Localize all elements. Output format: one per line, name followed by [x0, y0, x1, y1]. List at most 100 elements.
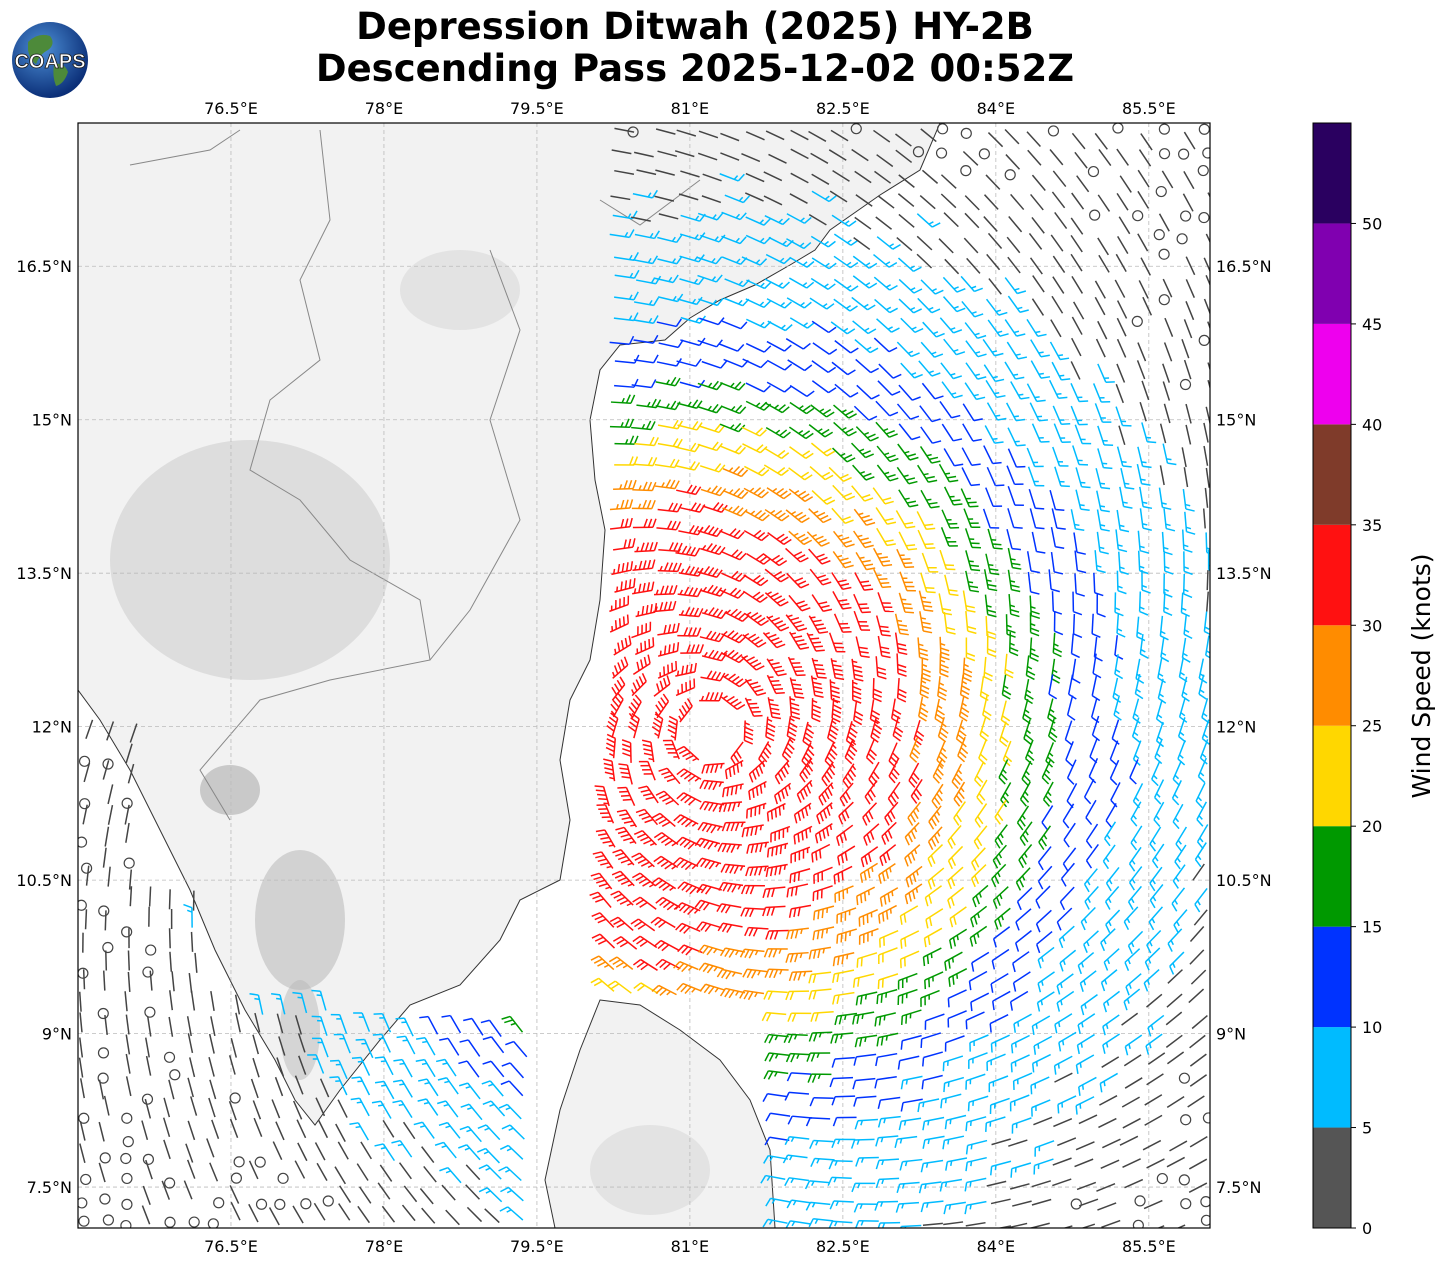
barb-flag — [647, 192, 652, 198]
barb-flag — [627, 480, 633, 490]
barb-flag — [760, 619, 769, 627]
barb-flag — [738, 382, 746, 391]
barb-flag — [1012, 373, 1019, 377]
barb-flag — [735, 550, 743, 559]
barb-shaft — [1111, 719, 1120, 739]
barb-shaft — [1070, 509, 1077, 529]
barb-flag — [714, 763, 719, 773]
barb-flag — [986, 579, 992, 582]
barb-flag — [1149, 882, 1156, 892]
barb-flag — [992, 461, 1002, 465]
barb-flag — [631, 852, 640, 858]
barb-shaft — [1050, 319, 1062, 338]
barb-flag — [819, 812, 824, 822]
wind-barb — [1116, 317, 1127, 337]
wind-barb — [808, 971, 832, 984]
barb-shaft — [1114, 654, 1119, 675]
wind-barb — [127, 950, 131, 971]
barb-flag — [692, 627, 697, 637]
wind-barb — [896, 341, 920, 358]
barb-flag — [799, 242, 805, 247]
barb-shaft — [1116, 613, 1120, 634]
barb-flag — [739, 212, 747, 221]
barb-flag — [716, 969, 723, 978]
barb-flag — [790, 616, 800, 621]
wind-barb — [851, 658, 864, 682]
wind-barb — [833, 255, 859, 269]
wind-barb — [127, 763, 135, 784]
barb-flag — [800, 217, 805, 222]
barb-shaft — [168, 928, 171, 949]
barb-flag — [997, 330, 1003, 334]
barb-flag — [850, 285, 859, 292]
barb-flag — [1200, 757, 1208, 765]
wind-barb — [655, 958, 681, 971]
barb-flag — [1161, 652, 1167, 656]
wind-barb — [632, 255, 659, 265]
wind-barb — [1127, 930, 1144, 955]
barb-flag — [810, 616, 816, 619]
barb-flag — [1166, 458, 1172, 461]
barb-flag — [730, 651, 739, 659]
barb-flag — [1157, 714, 1163, 719]
barb-flag — [692, 757, 698, 762]
barb-flag — [793, 532, 799, 537]
barb-shaft — [940, 174, 957, 189]
barb-flag — [738, 636, 747, 644]
barb-shaft — [970, 905, 988, 920]
barb-shaft — [991, 948, 1010, 962]
barb-flag — [775, 669, 785, 673]
barb-flag — [638, 812, 648, 817]
barb-flag — [1029, 656, 1039, 662]
wind-barb — [788, 594, 811, 612]
wind-barb — [765, 130, 785, 141]
barb-flag — [958, 791, 965, 800]
barb-shaft — [680, 507, 701, 513]
barb-shaft — [943, 448, 955, 467]
barb-flag — [1198, 815, 1203, 820]
barb-flag — [966, 652, 976, 657]
barb-flag — [722, 695, 728, 700]
barb-flag — [1127, 901, 1134, 910]
barb-flag — [789, 874, 792, 884]
barb-flag — [847, 735, 856, 743]
wind-barb — [1098, 254, 1110, 273]
barb-shaft — [1183, 170, 1195, 190]
barb-flag — [1004, 791, 1009, 797]
barb-flag — [812, 949, 817, 959]
barb-shaft — [604, 829, 616, 848]
barb-flag — [763, 300, 771, 308]
barb-shaft — [1132, 740, 1142, 760]
barb-flag — [653, 354, 659, 364]
barb-shaft — [917, 529, 928, 549]
wind-barb — [877, 973, 899, 990]
barb-flag — [740, 761, 743, 767]
barb-flag — [730, 822, 735, 832]
barb-flag — [953, 438, 963, 442]
barb-flag — [1169, 965, 1175, 975]
barb-shaft — [1037, 971, 1055, 985]
barb-flag — [697, 822, 704, 831]
wind-barb — [1203, 422, 1209, 443]
barb-flag — [667, 664, 670, 674]
barb-flag — [963, 663, 969, 668]
wind-barb — [812, 885, 833, 902]
barb-flag — [780, 769, 787, 778]
wind-barb — [1028, 233, 1043, 250]
barb-flag — [816, 930, 820, 940]
barb-flag — [1162, 506, 1172, 511]
barb-flag — [789, 722, 798, 728]
barb-flag — [712, 214, 717, 219]
barb-flag — [1125, 486, 1135, 490]
barb-flag — [636, 938, 645, 945]
barb-shaft — [700, 547, 720, 556]
barb-shaft — [656, 361, 677, 367]
barb-flag — [926, 498, 932, 501]
wind-barb — [786, 572, 810, 589]
barb-flag — [970, 483, 981, 487]
barb-flag — [986, 605, 992, 608]
wind-barb — [984, 425, 1004, 444]
barb-flag — [904, 857, 909, 867]
wind-barb — [1005, 402, 1026, 422]
barb-flag — [1146, 979, 1151, 985]
